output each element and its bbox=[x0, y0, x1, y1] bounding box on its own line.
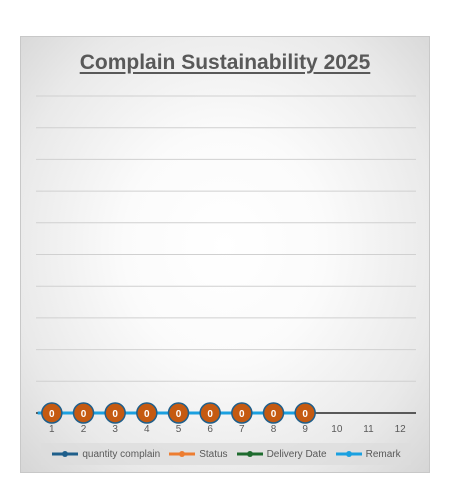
gridlines bbox=[36, 95, 416, 382]
x-tick-label: 10 bbox=[331, 424, 343, 435]
legend-swatch bbox=[236, 451, 263, 457]
x-tick-label: 11 bbox=[363, 424, 374, 435]
data-label-bubble bbox=[231, 402, 253, 424]
data-label-bubble bbox=[104, 402, 126, 424]
x-tick-label: 5 bbox=[176, 424, 182, 435]
legend-item: Remark bbox=[335, 449, 401, 460]
data-label: 0 bbox=[302, 409, 308, 420]
x-tick-label: 7 bbox=[239, 424, 245, 435]
data-label: 0 bbox=[207, 409, 213, 420]
data-label-bubble bbox=[262, 402, 285, 424]
x-tick-label: 3 bbox=[112, 424, 118, 435]
data-label-bubble bbox=[136, 402, 158, 424]
plot-area: 1 2 3 4 5 6 7 8 9 10 11 120 0 0 0 0 0 0 0 0 bbox=[36, 95, 416, 435]
legend-label: Status bbox=[199, 448, 228, 460]
data-label: 0 bbox=[112, 409, 118, 420]
legend-item: quantity complain bbox=[51, 449, 160, 460]
data-label-bubble bbox=[167, 402, 190, 424]
x-tick-label: 6 bbox=[207, 424, 213, 435]
chart-frame: Complain Sustainability 2025 1 2 3 4 5 6 7 8 9 10… bbox=[20, 36, 430, 473]
x-tick-label: 2 bbox=[81, 424, 87, 435]
legend-swatch-marker bbox=[62, 451, 69, 457]
legend-swatch bbox=[335, 451, 362, 457]
data-label: 0 bbox=[176, 409, 182, 420]
data-label-bubble bbox=[294, 402, 316, 424]
data-label: 0 bbox=[49, 409, 55, 420]
legend-label: quantity complain bbox=[82, 448, 161, 460]
legend-item: Delivery Date bbox=[236, 449, 327, 460]
legend-swatch bbox=[52, 451, 79, 457]
x-tick-label: 12 bbox=[395, 424, 407, 435]
x-tick-label: 4 bbox=[144, 424, 150, 435]
data-label: 0 bbox=[271, 409, 277, 420]
legend: quantity complain Status Delivery Date Rema… bbox=[41, 443, 411, 465]
legend-swatch-marker bbox=[246, 451, 253, 457]
data-label: 0 bbox=[81, 409, 87, 420]
data-label: 0 bbox=[239, 409, 245, 420]
legend-label: Remark bbox=[365, 448, 401, 460]
legend-swatch-marker bbox=[345, 451, 352, 457]
data-label-bubble bbox=[199, 402, 221, 424]
x-tick-label: 9 bbox=[302, 424, 308, 435]
data-label: 0 bbox=[144, 409, 150, 420]
chart-title: Complain Sustainability 2025 bbox=[79, 51, 371, 74]
data-label-bubble bbox=[41, 402, 63, 424]
data-label-bubble bbox=[72, 402, 95, 424]
legend-label: Delivery Date bbox=[266, 448, 327, 460]
x-tick-label: 8 bbox=[271, 424, 277, 435]
x-tick-label: 1 bbox=[49, 424, 55, 435]
legend-swatch bbox=[169, 451, 196, 457]
legend-item: Status bbox=[168, 448, 228, 460]
legend-swatch-marker bbox=[179, 451, 186, 457]
